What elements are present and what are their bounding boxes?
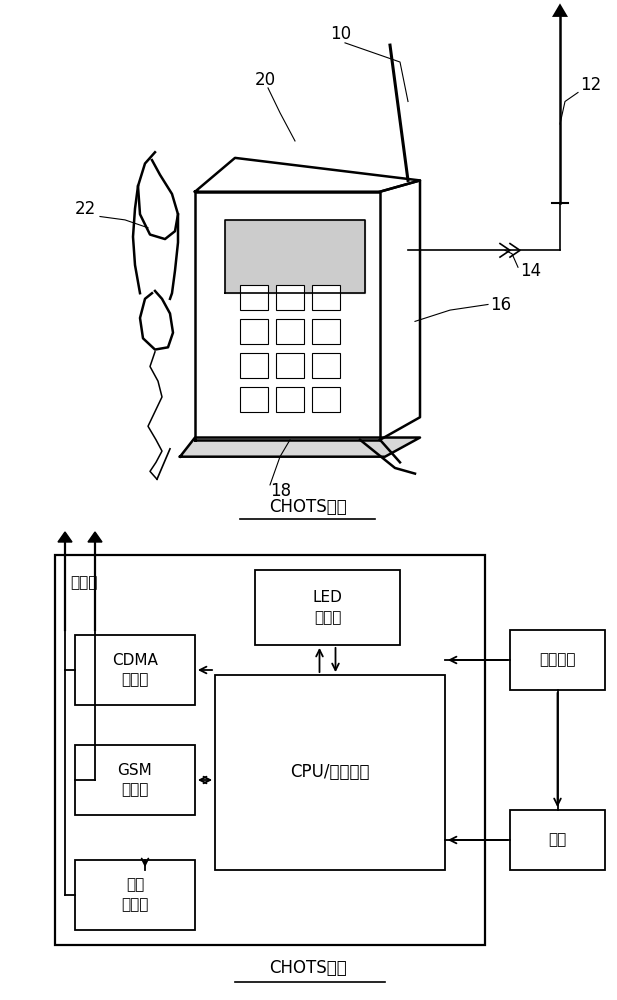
Text: 12: 12 [580,76,601,94]
Bar [312,285,340,310]
Text: 10: 10 [330,25,351,43]
Bar [75,745,195,815]
Bar [240,285,268,310]
Bar [276,353,304,378]
Polygon shape [88,532,102,542]
Bar [312,353,340,378]
Bar [276,319,304,344]
Bar [312,319,340,344]
Text: CHOTS框图: CHOTS框图 [269,959,347,977]
Text: 卫星
检测器: 卫星 检测器 [122,878,149,912]
Text: LED
显示器: LED 显示器 [313,590,342,625]
Bar [240,387,268,412]
Text: GSM
检测器: GSM 检测器 [118,763,152,797]
Bar [276,387,304,412]
Text: 16: 16 [490,296,511,314]
Bar [240,319,268,344]
Text: 电话按键: 电话按键 [539,652,576,668]
Polygon shape [58,532,72,542]
Bar [215,675,445,870]
Bar [510,630,605,690]
Polygon shape [180,438,420,457]
Bar [55,555,485,945]
Text: 18: 18 [270,482,291,500]
Text: 22: 22 [75,200,96,218]
Polygon shape [552,3,568,17]
Bar [255,570,400,645]
Bar [240,353,268,378]
Bar [276,285,304,310]
Text: CDMA
检测器: CDMA 检测器 [112,653,158,687]
Text: 14: 14 [520,262,541,280]
Text: 手机: 手机 [549,832,566,848]
Text: 20: 20 [255,71,276,89]
Bar [510,810,605,870]
Text: 电路板: 电路板 [70,575,97,590]
Bar [75,860,195,930]
Text: CHOTS电话: CHOTS电话 [269,498,347,516]
Polygon shape [225,220,365,293]
Text: CPU/切换硬件: CPU/切换硬件 [290,764,370,782]
Bar [312,387,340,412]
Bar [75,635,195,705]
